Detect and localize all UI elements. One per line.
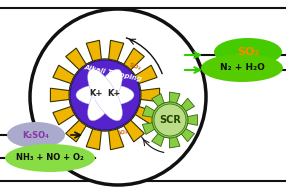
Text: K+: K+ — [89, 88, 103, 98]
Polygon shape — [142, 92, 198, 148]
Text: K+: K+ — [107, 88, 121, 98]
Ellipse shape — [88, 69, 122, 121]
Text: N₂ + H₂O: N₂ + H₂O — [220, 64, 265, 73]
Polygon shape — [50, 40, 160, 150]
Ellipse shape — [201, 54, 283, 82]
Text: Alkali Trapping: Alkali Trapping — [84, 64, 142, 82]
Text: SO₂: SO₂ — [128, 63, 142, 71]
Text: K₂SO₄: K₂SO₄ — [23, 130, 49, 139]
Ellipse shape — [88, 69, 122, 121]
Circle shape — [30, 9, 206, 185]
Text: SO₂: SO₂ — [117, 130, 129, 136]
Ellipse shape — [214, 38, 282, 66]
Circle shape — [70, 60, 140, 130]
Text: NH₃ + NO + O₂: NH₃ + NO + O₂ — [16, 153, 84, 163]
Circle shape — [69, 59, 141, 131]
Ellipse shape — [76, 84, 134, 106]
Ellipse shape — [5, 144, 95, 172]
Ellipse shape — [7, 122, 65, 148]
Circle shape — [152, 102, 188, 138]
Circle shape — [154, 104, 186, 136]
Text: SCR: SCR — [159, 115, 181, 125]
Text: SO₂: SO₂ — [237, 47, 259, 57]
